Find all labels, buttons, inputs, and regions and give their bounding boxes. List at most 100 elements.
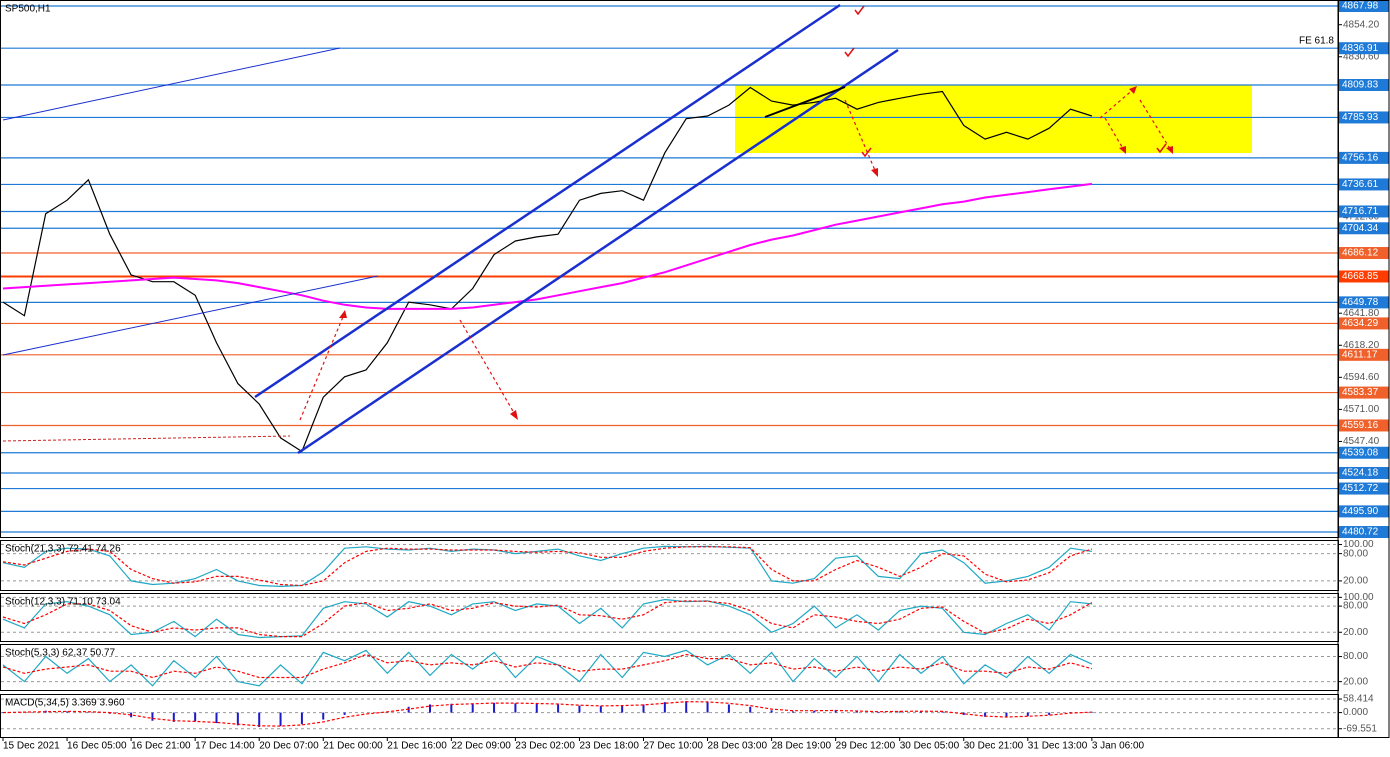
arrow xyxy=(1099,87,1136,119)
series-line xyxy=(2,701,1092,727)
level-label: 4809.83 xyxy=(1342,80,1379,91)
level-label: 4704.34 xyxy=(1342,223,1379,234)
x-tick-label: 23 Dec 02:00 xyxy=(515,741,575,752)
arrow-head xyxy=(871,168,878,177)
y-tick-label: 100.00 xyxy=(1343,539,1374,550)
macd-bar xyxy=(749,706,752,713)
level-label-bg xyxy=(1339,247,1389,260)
arrow-heads xyxy=(339,86,1173,420)
macd-bar xyxy=(621,705,624,713)
y-tick-label: 4571.00 xyxy=(1343,404,1380,415)
projection-arrows xyxy=(299,87,1173,421)
macd-bar xyxy=(450,703,453,713)
level-label: 4524.18 xyxy=(1342,468,1379,479)
level-label-bg xyxy=(1339,386,1389,399)
level-label-bg xyxy=(1339,446,1389,459)
range-zone xyxy=(735,85,1252,153)
y-tick-label: 4618.20 xyxy=(1343,340,1380,351)
level-label-bg xyxy=(1339,178,1389,191)
macd-bar xyxy=(172,712,175,722)
level-label: 4686.12 xyxy=(1342,248,1379,259)
x-tick-label: 15 Dec 2021 xyxy=(3,741,60,752)
arrow xyxy=(1104,117,1126,153)
check-mark xyxy=(861,147,872,158)
macd-bar xyxy=(151,712,154,721)
macd-bar xyxy=(770,710,773,713)
y-tick-label: -69.551 xyxy=(1343,723,1377,734)
level-label-bg xyxy=(1339,296,1389,309)
level-label: 4736.61 xyxy=(1342,179,1379,190)
macd-bar xyxy=(898,711,901,713)
macd-bar xyxy=(834,710,837,713)
y-tick-label: 4594.60 xyxy=(1343,372,1380,383)
arrow xyxy=(299,311,346,421)
level-label-bg xyxy=(1339,0,1389,13)
level-label-bg xyxy=(1339,482,1389,495)
check-mark xyxy=(844,47,855,58)
macd-bar xyxy=(1048,712,1051,715)
trend-line xyxy=(2,47,341,121)
level-label: 4512.72 xyxy=(1342,483,1379,494)
level-label-bg xyxy=(1339,111,1389,124)
x-tick-label: 28 Dec 19:00 xyxy=(772,741,832,752)
drawing-layer xyxy=(2,3,1173,455)
x-tick-label: 30 Dec 21:00 xyxy=(964,741,1024,752)
macd-bar xyxy=(514,703,517,713)
series-line xyxy=(2,653,1093,679)
x-tick-label: 22 Dec 09:00 xyxy=(451,741,511,752)
arrow xyxy=(1139,99,1173,153)
level-label: 4756.16 xyxy=(1342,153,1379,164)
level-label: 4480.72 xyxy=(1342,527,1379,538)
level-label: 4785.93 xyxy=(1342,112,1379,123)
arrow xyxy=(459,319,518,419)
macd-bar xyxy=(642,704,645,713)
level-label: 4649.78 xyxy=(1342,297,1379,308)
macd-bar xyxy=(258,712,261,728)
arrow-head xyxy=(1129,86,1137,94)
panel-title: MACD(5,34,5) 3.369 3.960 xyxy=(5,698,125,709)
y-tick-label: 20.00 xyxy=(1343,627,1368,638)
y-tick-label: 4547.40 xyxy=(1343,436,1380,447)
level-label-bg xyxy=(1339,78,1389,91)
macd-bar xyxy=(1005,712,1008,718)
series-line xyxy=(2,86,1093,453)
level-label: 4867.98 xyxy=(1342,1,1379,12)
series-line xyxy=(2,545,1092,588)
series-line xyxy=(2,598,1092,639)
level-label-bg xyxy=(1339,526,1389,539)
y-tick-label: 58.414 xyxy=(1343,694,1374,705)
macd-bar xyxy=(791,711,794,713)
channel-segment xyxy=(764,86,846,118)
x-tick-label: 3 Jan 06:00 xyxy=(1092,741,1145,752)
x-tick-label: 30 Dec 05:00 xyxy=(900,741,960,752)
panel-title: Stoch(21,3,3) 72.41 74.26 xyxy=(5,544,121,555)
level-label-bg xyxy=(1339,270,1389,283)
arrow-head xyxy=(339,310,347,318)
level-label: 4634.29 xyxy=(1342,318,1379,329)
level-label-bg xyxy=(1339,317,1389,330)
macd-bar xyxy=(429,704,431,713)
series-line xyxy=(2,546,1093,587)
macd-bar xyxy=(66,711,69,713)
level-label-bg xyxy=(1339,42,1389,55)
macd-bar xyxy=(813,710,816,713)
y-tick-label: 4830.60 xyxy=(1343,51,1380,62)
x-tick-label: 21 Dec 16:00 xyxy=(387,741,447,752)
macd-bar xyxy=(984,712,987,717)
x-tick-label: 31 Dec 13:00 xyxy=(1028,741,1088,752)
macd-bar xyxy=(343,712,346,715)
level-label: 4559.16 xyxy=(1342,420,1379,431)
x-tick-label: 23 Dec 18:00 xyxy=(579,741,639,752)
macd-bar xyxy=(493,702,496,713)
level-label: 4539.08 xyxy=(1342,447,1379,458)
macd-bar xyxy=(941,711,944,713)
macd-bar xyxy=(557,704,560,713)
arrow xyxy=(844,99,878,176)
level-label: 4716.71 xyxy=(1342,206,1379,217)
check-mark xyxy=(1156,143,1167,154)
x-tick-label: 21 Dec 00:00 xyxy=(323,741,383,752)
zone-layer xyxy=(735,85,1252,153)
level-label: 4668.85 xyxy=(1342,271,1379,282)
arrow-head xyxy=(1166,146,1173,154)
x-tick-label: 17 Dec 14:00 xyxy=(195,741,255,752)
